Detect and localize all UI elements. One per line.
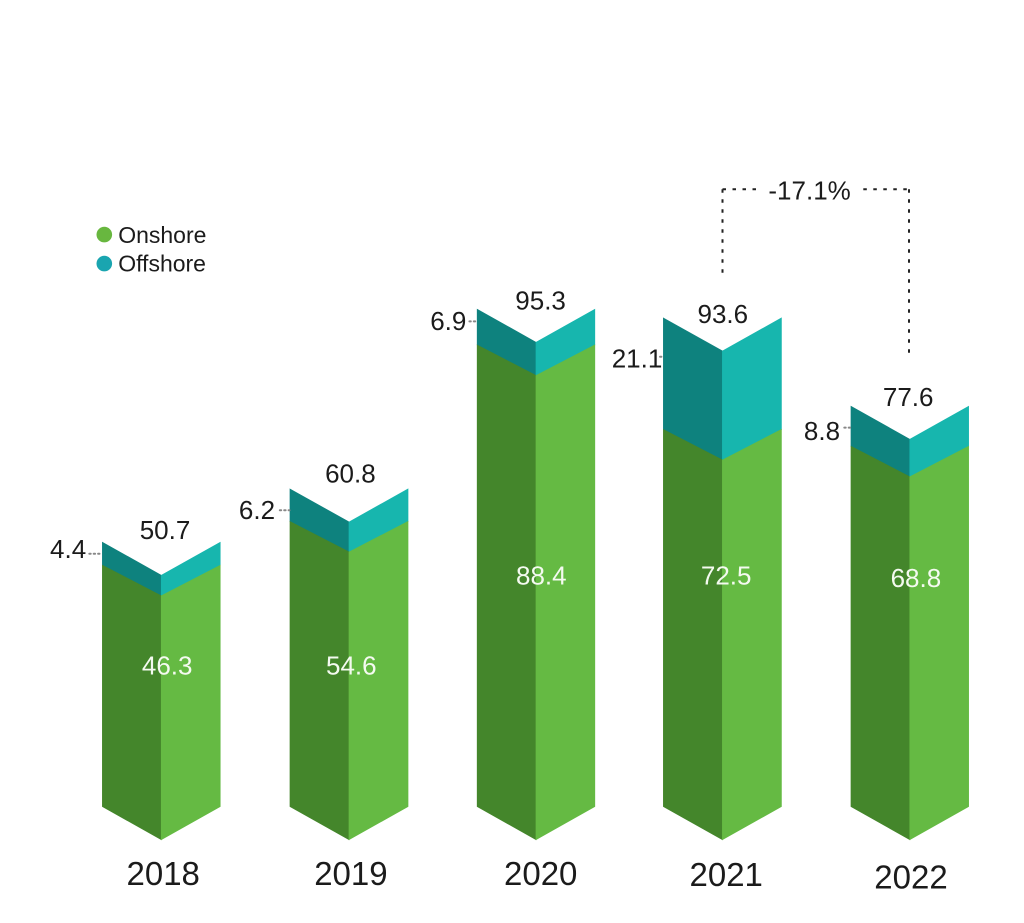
- svg-text:8.8: 8.8: [804, 416, 840, 446]
- svg-text:-17.1%: -17.1%: [768, 176, 850, 206]
- svg-text:Onshore: Onshore: [118, 222, 206, 248]
- svg-text:6.2: 6.2: [239, 495, 275, 525]
- svg-text:50.7: 50.7: [140, 515, 191, 545]
- svg-text:2019: 2019: [314, 855, 387, 892]
- svg-text:4.4: 4.4: [50, 534, 86, 564]
- svg-text:6.9: 6.9: [430, 306, 466, 336]
- svg-text:2020: 2020: [504, 855, 577, 892]
- svg-text:93.6: 93.6: [697, 299, 748, 329]
- svg-text:2018: 2018: [126, 855, 199, 892]
- svg-text:72.5: 72.5: [701, 560, 752, 590]
- svg-text:2021: 2021: [689, 856, 762, 893]
- svg-text:77.6: 77.6: [883, 382, 934, 412]
- svg-text:Offshore: Offshore: [118, 251, 206, 277]
- svg-text:46.3: 46.3: [142, 650, 193, 680]
- svg-text:2022: 2022: [874, 859, 947, 896]
- svg-text:68.8: 68.8: [891, 563, 942, 593]
- svg-text:60.8: 60.8: [325, 459, 376, 489]
- svg-text:21.1: 21.1: [612, 343, 663, 373]
- svg-text:88.4: 88.4: [516, 561, 567, 591]
- svg-text:95.3: 95.3: [515, 286, 566, 316]
- svg-text:54.6: 54.6: [326, 651, 377, 681]
